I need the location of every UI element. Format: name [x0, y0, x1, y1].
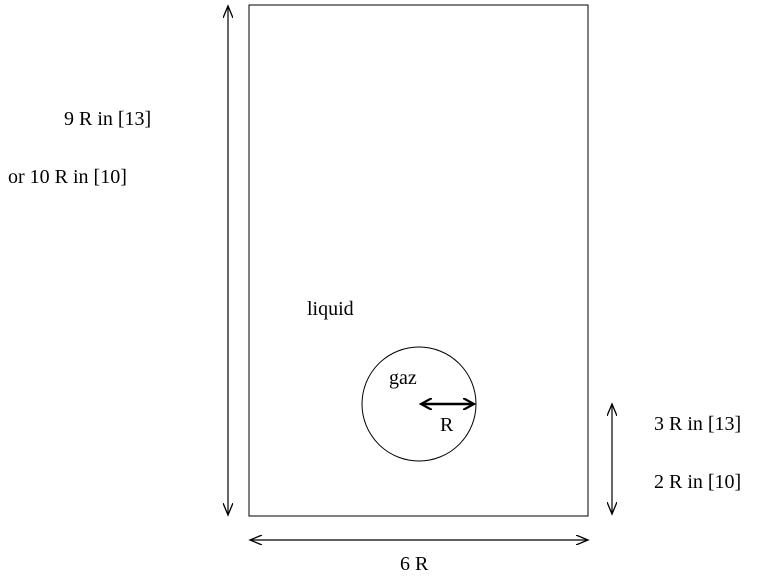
bubble-offset-label-ref10: 2 R in [10]	[654, 471, 742, 493]
domain-boundary	[248, 4, 589, 517]
height-label-ref13: 9 R in [13]	[64, 108, 152, 130]
liquid-label: liquid	[307, 298, 354, 320]
radius-label: R	[440, 414, 454, 436]
gas-label: gaz	[389, 367, 417, 389]
bubble-offset-label-ref13: 3 R in [13]	[654, 413, 742, 435]
height-label-ref10: or 10 R in [10]	[8, 166, 127, 188]
width-label: 6 R	[400, 553, 429, 575]
